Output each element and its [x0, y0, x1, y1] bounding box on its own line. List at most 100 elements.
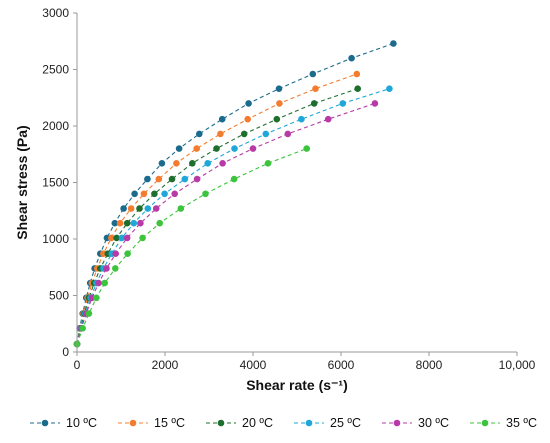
data-point [284, 130, 292, 138]
data-point [108, 234, 115, 242]
data-point [101, 279, 108, 287]
x-tick-label: 6000 [328, 358, 355, 372]
axes: Shear rate (s⁻¹) Shear stress (Pa) 0 500 1… [14, 6, 536, 393]
data-point [217, 130, 224, 138]
data-point [144, 205, 152, 212]
x-tick-label: 2000 [152, 358, 179, 372]
data-point [123, 234, 131, 242]
y-tick-label: 500 [49, 289, 69, 303]
data-point [202, 190, 209, 198]
data-point [371, 100, 379, 107]
data-point [264, 160, 272, 167]
data-point [275, 85, 283, 92]
data-point [204, 160, 211, 167]
data-point [303, 145, 311, 152]
data-point [168, 175, 176, 183]
x-tick-label: 0 [74, 358, 81, 372]
legend-label: 25 ºC [330, 416, 361, 430]
data-point [240, 130, 248, 138]
legend-item-3: 20 ºC [206, 416, 273, 430]
data-point [310, 100, 318, 107]
data-point [339, 100, 347, 107]
data-point [386, 85, 393, 92]
legend-label: 30 ºC [418, 416, 449, 430]
data-point [324, 115, 332, 123]
data-point [348, 54, 355, 62]
data-point [93, 294, 100, 302]
data-point [127, 205, 135, 212]
legend-marker [481, 419, 489, 427]
data-point [103, 265, 110, 272]
series-4 [73, 85, 393, 348]
legend-marker [393, 419, 401, 427]
legend-item-6: 35 ºC [470, 416, 537, 430]
series-line [76, 73, 357, 345]
x-tick-label: 10,000 [499, 358, 536, 372]
data-point [196, 130, 203, 138]
data-point [158, 160, 166, 167]
data-point [151, 190, 158, 198]
plot-area [73, 40, 397, 348]
data-point [354, 85, 362, 92]
data-point [156, 219, 163, 227]
legend-item-2: 15 ºC [118, 416, 185, 430]
data-point [193, 175, 201, 183]
data-point [152, 205, 160, 212]
legend-item-1: 10 ºC [30, 416, 97, 430]
y-tick-label: 2000 [42, 119, 69, 133]
data-point [276, 100, 283, 107]
legend-marker [41, 419, 49, 427]
legend-label: 10 ºC [66, 416, 97, 430]
data-point [112, 265, 119, 272]
data-point [113, 234, 120, 242]
series-line [76, 42, 394, 345]
legend-label: 35 ºC [506, 416, 537, 430]
legend-marker [217, 419, 225, 427]
data-point [123, 219, 131, 227]
series-1 [73, 40, 397, 348]
data-point [85, 310, 93, 317]
legend-marker [129, 419, 137, 427]
data-point [244, 115, 251, 123]
y-tick-label: 2500 [42, 63, 69, 77]
legend-item-5: 30 ºC [382, 416, 449, 430]
data-point [193, 145, 200, 152]
data-point [130, 219, 138, 227]
series-6 [73, 145, 311, 348]
data-point [139, 234, 146, 242]
data-point [312, 85, 319, 92]
legend-label: 20 ºC [242, 416, 273, 430]
series-line [76, 148, 307, 345]
data-point [353, 70, 361, 78]
data-point [155, 175, 163, 183]
series-3 [73, 85, 362, 348]
y-axis-title: Shear stress (Pa) [14, 125, 30, 239]
data-point [124, 250, 131, 257]
y-tick-label: 1500 [42, 176, 69, 190]
x-tick-label: 4000 [240, 358, 267, 372]
data-point [131, 190, 138, 198]
data-point [390, 40, 397, 47]
data-point [171, 190, 178, 198]
data-point [177, 205, 185, 212]
x-tick-label: 8000 [416, 358, 443, 372]
data-point [189, 160, 196, 167]
legend-marker [305, 419, 313, 427]
data-point [111, 219, 119, 227]
data-point [161, 190, 168, 198]
data-point [120, 205, 127, 212]
data-point [231, 145, 238, 152]
data-point [175, 145, 183, 152]
data-point [181, 175, 189, 183]
y-tick-label: 3000 [42, 6, 69, 20]
data-point [273, 115, 281, 123]
data-point [219, 160, 226, 167]
y-tick-label: 1000 [42, 232, 69, 246]
data-point [218, 115, 226, 123]
data-point [309, 70, 317, 78]
legend: 10 ºC 15 ºC 20 ºC 25 ºC 30 ºC 35 ºC [30, 416, 537, 430]
legend-item-4: 25 ºC [294, 416, 361, 430]
series-2 [73, 70, 361, 348]
data-point [249, 145, 257, 152]
data-point [79, 325, 86, 332]
